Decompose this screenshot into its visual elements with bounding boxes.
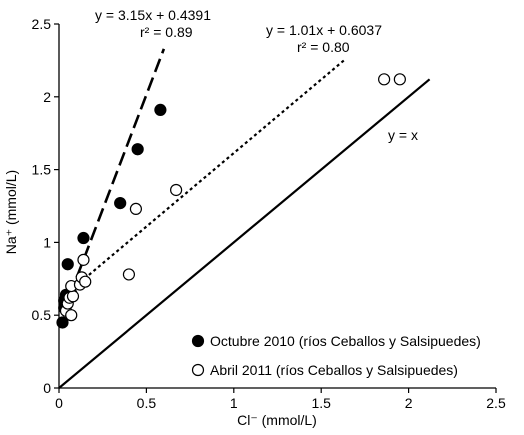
data-point-abril: [77, 253, 90, 266]
data-point-abril: [79, 275, 92, 288]
data-point-abril: [66, 290, 80, 303]
data-point-octubre: [77, 231, 90, 245]
data-point-octubre: [131, 143, 144, 156]
fit-r2-octubre: r² = 0.89: [140, 24, 193, 40]
fit-lines: [58, 48, 431, 389]
y-tick-label: 1.5: [32, 162, 52, 178]
x-tick-label: 1.5: [311, 395, 331, 411]
fit-r2-abril: r² = 0.80: [297, 39, 350, 55]
y-tick-label: 1: [43, 234, 51, 250]
fit-equation-abril: y = 1.01x + 0.6037: [266, 22, 382, 38]
data-point-abril: [129, 202, 143, 216]
y-tick-label: 0: [43, 380, 51, 396]
x-tick-label: 2.5: [486, 395, 506, 411]
fit-line-abril: [65, 59, 345, 296]
fit-equation-octubre: y = 3.15x + 0.4391: [95, 7, 211, 23]
y-tick-label: 2: [43, 89, 51, 105]
legend-marker-octubre: [191, 334, 205, 348]
identity-line: [58, 78, 431, 389]
legend: Octubre 2010 (ríos Ceballos y Salsipuede…: [191, 333, 481, 378]
x-tick-label: 0: [55, 395, 63, 411]
data-points: [56, 73, 406, 329]
fit-line-octubre: [61, 48, 166, 316]
legend-label-abril: Abril 2011 (ríos Ceballos y Salsipuedes): [210, 362, 458, 378]
x-tick-label: 1: [230, 395, 238, 411]
y-tick-label: 2.5: [32, 16, 52, 32]
legend-marker-abril: [191, 363, 205, 377]
identity-line-label: y = x: [388, 127, 418, 143]
y-tick-label: 0.5: [32, 307, 52, 323]
y-axis-title: Na⁺ (mmol/L): [3, 170, 19, 254]
legend-label-octubre: Octubre 2010 (ríos Ceballos y Salsipuede…: [210, 333, 481, 349]
data-point-octubre: [56, 316, 69, 329]
data-point-octubre: [61, 258, 74, 271]
data-point-abril: [122, 268, 136, 281]
ticks: 0 0.5 1 1.5 2 2.5 0 0.5 1 1.5 2 2.5: [32, 16, 506, 411]
data-point-abril: [170, 183, 183, 197]
x-tick-label: 0.5: [137, 395, 157, 411]
x-tick-label: 2: [405, 395, 413, 411]
data-point-abril: [378, 73, 391, 86]
x-axis-title: Cl⁻ (mmol/L): [237, 412, 317, 428]
data-point-abril: [65, 309, 78, 322]
data-point-abril: [393, 73, 406, 86]
data-point-octubre: [114, 196, 127, 210]
data-point-octubre: [154, 103, 167, 117]
